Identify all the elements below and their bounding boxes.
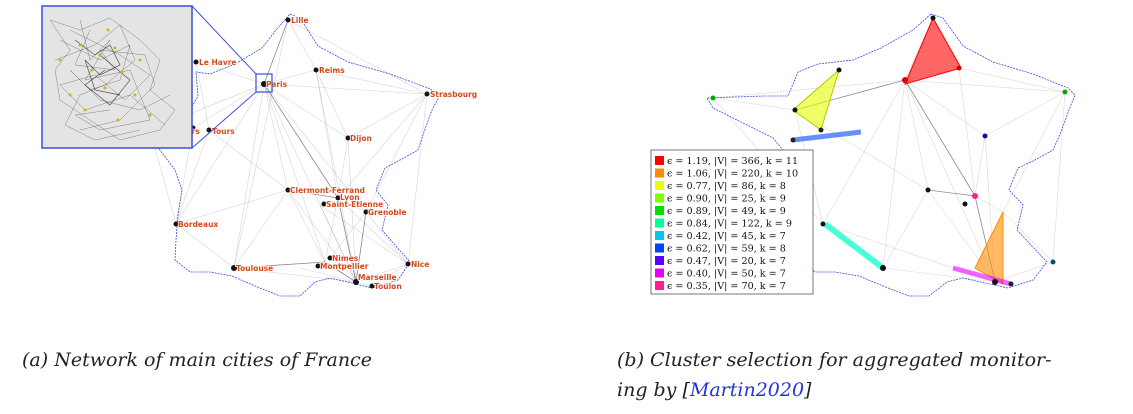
- city-label: Marseille: [358, 273, 397, 282]
- legend-entry: ϵ = 0.35, |V| = 70, k = 7: [667, 281, 786, 292]
- legend-swatch: [655, 193, 664, 203]
- city-label: Toulon: [374, 282, 402, 291]
- legend-swatch: [655, 231, 664, 240]
- panel-a-network-map: Lille Le Havre Paris Reims Strasbourg An…: [41, 5, 478, 297]
- city-nodes-a: [173, 17, 430, 289]
- city-label: Nice: [411, 260, 429, 269]
- city-label: Nimes: [332, 254, 359, 263]
- caption-a: (a) Network of main cities of France: [22, 345, 372, 375]
- legend-entry: ϵ = 0.42, |V| = 45, k = 7: [667, 231, 786, 242]
- caption-a-label: (a): [22, 349, 49, 371]
- legend-entry: ϵ = 1.19, |V| = 366, k = 11: [667, 156, 798, 167]
- cluster-legend: ϵ = 1.19, |V| = 366, k = 11 ϵ = 1.06, |V|…: [650, 149, 814, 295]
- citation-link[interactable]: Martin2020: [689, 379, 805, 401]
- legend-entry: ϵ = 0.89, |V| = 49, k = 9: [667, 206, 786, 217]
- legend-entry: ϵ = 0.84, |V| = 122, k = 9: [667, 219, 792, 230]
- cluster-cyan: [823, 221, 885, 271]
- city-label: Lyon: [340, 193, 360, 202]
- zoom-source-box: [255, 73, 273, 93]
- legend-swatch: [655, 281, 664, 290]
- caption-b-line1: Cluster selection for aggregated monitor…: [650, 349, 1052, 371]
- legend-swatch: [655, 256, 664, 265]
- city-labels-a: Lille Le Havre Paris Reims Strasbourg An…: [169, 15, 478, 292]
- city-label: Reims: [319, 66, 345, 75]
- city-label: Toulouse: [236, 264, 273, 273]
- legend-swatch: [655, 206, 664, 215]
- legend-entry: ϵ = 0.40, |V| = 50, k = 7: [667, 269, 786, 280]
- city-label: Clermont-Ferrand: [290, 186, 365, 195]
- city-label: Grenoble: [368, 208, 406, 217]
- legend-entry: ϵ = 0.47, |V| = 20, k = 7: [667, 256, 786, 267]
- legend-entry: ϵ = 0.90, |V| = 25, k = 9: [667, 194, 786, 205]
- city-label: Le Havre: [199, 58, 237, 67]
- legend-entry: ϵ = 0.62, |V| = 59, k = 8: [667, 244, 786, 255]
- city-label: Strasbourg: [430, 90, 477, 99]
- panel-b-cluster-map: ϵ = 1.19, |V| = 366, k = 11 ϵ = 1.06, |V|…: [650, 13, 1076, 297]
- city-label: Montpellier: [320, 262, 369, 271]
- legend-swatch: [655, 156, 664, 165]
- city-label: Saint-Etienne: [326, 200, 383, 209]
- network-edges-a-dark: [233, 19, 367, 283]
- city-nodes-b: [710, 15, 1068, 287]
- legend-entry: ϵ = 0.77, |V| = 86, k = 8: [667, 181, 786, 192]
- zoom-connector-top: [191, 5, 257, 75]
- cluster-red: [904, 16, 962, 85]
- caption-b-suffix: ]: [804, 379, 812, 401]
- city-label: Tours: [212, 127, 235, 136]
- legend-swatch: [655, 168, 664, 178]
- city-label: Lille: [291, 16, 309, 25]
- zoom-connector-bottom: [191, 91, 257, 149]
- legend-entry: ϵ = 1.06, |V| = 220, k = 10: [667, 169, 798, 180]
- caption-b: (b) Cluster selection for aggregated mon…: [617, 345, 1131, 405]
- cluster-yellow: [792, 68, 840, 131]
- legend-swatch: [655, 218, 664, 228]
- city-label: Paris: [266, 80, 288, 89]
- legend-swatch: [655, 243, 664, 253]
- caption-b-prefix: ing by [: [617, 379, 690, 401]
- cluster-blue: [792, 129, 862, 143]
- legend-swatch: [655, 268, 664, 278]
- caption-b-label: (b): [617, 349, 644, 371]
- zoom-inset: [41, 5, 193, 149]
- france-outline-b: [706, 13, 1076, 297]
- caption-a-text: Network of main cities of France: [54, 349, 372, 371]
- city-label: Bordeaux: [178, 220, 218, 229]
- cluster-magenta: [952, 265, 1012, 287]
- legend-swatch: [655, 181, 664, 190]
- city-label: Dijon: [350, 134, 372, 143]
